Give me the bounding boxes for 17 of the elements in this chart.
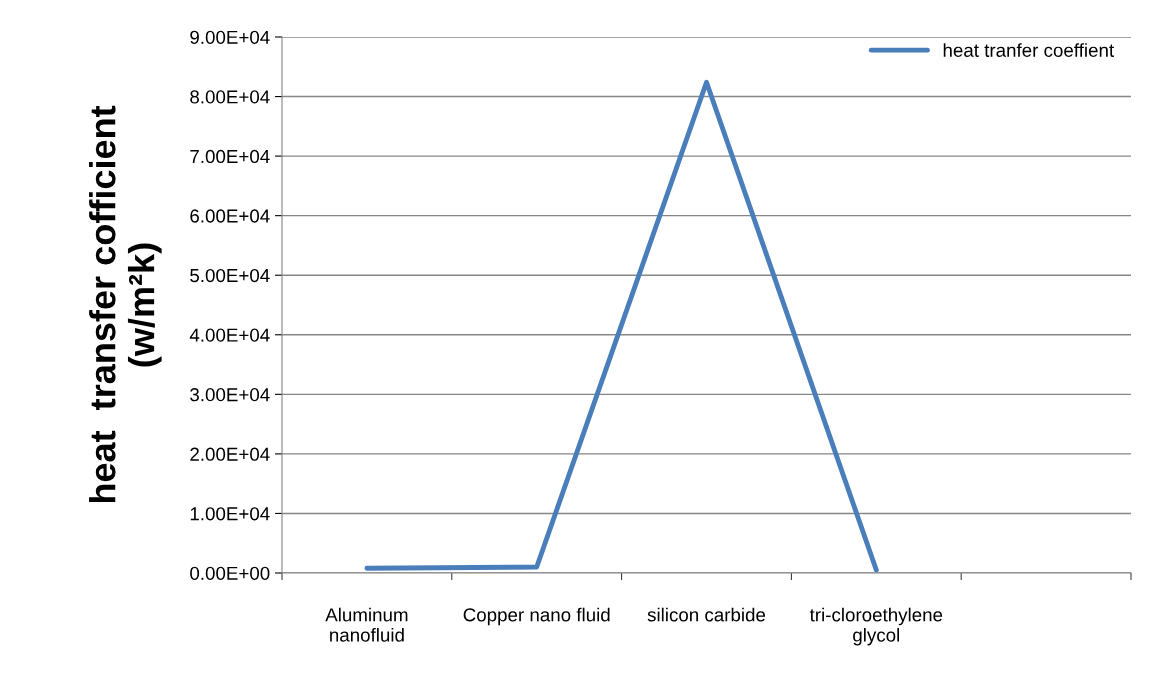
y-tick-label: 1.00E+04 (190, 507, 270, 521)
y-tick-label: 5.00E+04 (190, 268, 270, 283)
y-tick-label: 3.00E+04 (190, 388, 270, 402)
y-tick-label: 9.00E+04 (190, 30, 270, 44)
x-tick-label: Aluminum nanofluid (325, 607, 408, 642)
x-tick-label: silicon carbide (647, 607, 766, 622)
y-tick-label: 6.00E+04 (190, 209, 270, 223)
x-tick-label: tri-cloroethylene glycol (809, 607, 943, 646)
legend-label: heat tranfer coeffient (943, 43, 1114, 57)
x-tick-label: Copper nano fluid (463, 607, 610, 626)
y-tick-label: 2.00E+04 (190, 447, 270, 461)
y-tick-label: 0.00E+00 (190, 566, 270, 580)
y-tick-label: 8.00E+04 (190, 90, 270, 104)
y-axis-title: heat transfer cofficient (w/m²k) (89, 105, 162, 503)
y-tick-label: 4.00E+04 (189, 328, 270, 342)
line-series (364, 79, 879, 573)
y-tick-label: 7.00E+04 (190, 149, 270, 164)
